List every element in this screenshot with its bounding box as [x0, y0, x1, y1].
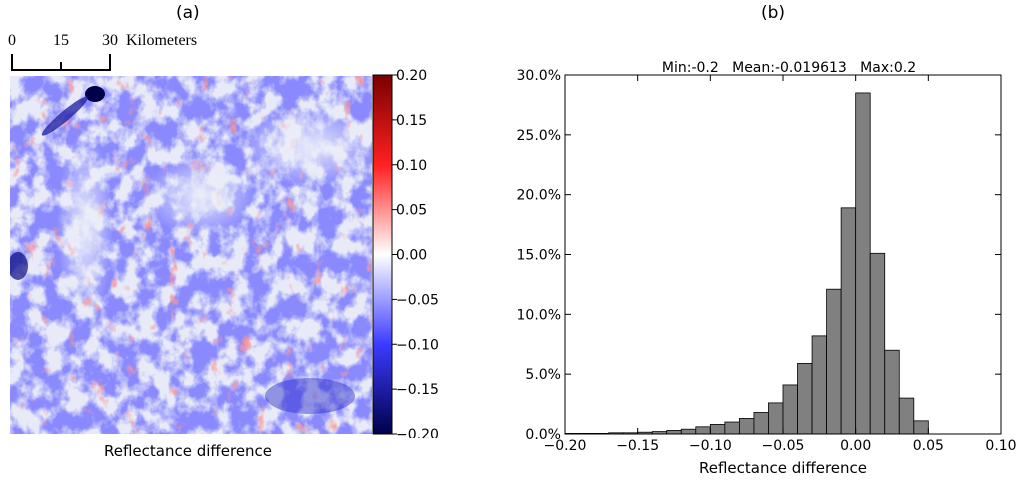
smooth-area-2	[145, 156, 255, 236]
histogram-bar	[680, 428, 697, 435]
colorbar-tick-label: 0.15	[396, 113, 427, 129]
histogram-bar	[753, 412, 769, 435]
histogram-bar	[608, 432, 624, 435]
panel-a-xlabel: Reflectance difference	[104, 442, 273, 460]
histogram-bar	[840, 207, 857, 435]
colorbar-tick-label: 0.05	[396, 203, 427, 219]
scale-bar-unit: Kilometers	[126, 32, 197, 49]
scale-bar-line	[11, 54, 111, 71]
colorbar: 0.20 0.15 0.10 0.05 0.00 −0.05 −0.10 −0.15 −0.20	[372, 68, 439, 438]
histogram-bar	[768, 402, 784, 435]
histogram-bar	[811, 335, 827, 435]
histogram-bar	[709, 424, 726, 435]
histogram-bar	[797, 362, 813, 435]
x-tick-label: 0.00	[840, 438, 871, 454]
difference-map	[10, 76, 372, 434]
histogram-bar	[782, 384, 798, 435]
dark-blue-patch	[85, 86, 105, 102]
y-tick-label: 0.0%	[525, 427, 561, 443]
histogram-bar	[593, 433, 609, 435]
histogram-bar	[869, 252, 886, 435]
panel-b-label: (b)	[761, 3, 786, 23]
smooth-area-1	[57, 131, 113, 321]
x-tick-label: 0.05	[913, 438, 944, 454]
scale-bar: 0 15 30 Kilometers	[8, 32, 197, 71]
histogram-bar	[724, 421, 740, 435]
y-tick-label: 15.0%	[517, 248, 561, 264]
histogram-bar	[651, 431, 668, 435]
histogram-bar	[564, 433, 580, 435]
colorbar-gradient	[372, 74, 393, 435]
x-tick-label: −0.10	[689, 438, 732, 454]
x-tick-label: −0.05	[762, 438, 805, 454]
colorbar-tick-label: 0.00	[396, 248, 427, 264]
histogram-bar	[637, 431, 653, 435]
colorbar-ticks: 0.20 0.15 0.10 0.05 0.00 −0.05 −0.10 −0.15 −0.20	[392, 68, 439, 438]
plot-frame	[564, 74, 1002, 435]
histogram-bar	[898, 397, 915, 435]
colorbar-tick-label: −0.20	[396, 427, 439, 438]
histogram-bar	[622, 432, 639, 435]
histogram-bars	[564, 92, 929, 435]
scale-bar-tick-15: 15	[53, 32, 69, 49]
colorbar-tick-label: 0.10	[396, 158, 427, 174]
scale-bar-tick-0: 0	[8, 32, 16, 49]
smooth-area-3	[240, 106, 372, 186]
scale-bar-tick-30: 30	[102, 32, 118, 49]
y-tick-label: 10.0%	[517, 307, 561, 323]
y-axis: 0.0% 5.0% 10.0% 15.0% 20.0% 25.0% 30.0%	[517, 68, 1001, 443]
x-axis: −0.20 −0.15 −0.10 −0.05 0.00 0.05 0.10	[544, 75, 1017, 454]
histogram-bar	[739, 418, 755, 435]
dark-blue-bottom	[265, 378, 355, 414]
colorbar-tick-label: −0.15	[396, 382, 439, 398]
dark-blue-left	[10, 252, 28, 280]
y-tick-label: 25.0%	[517, 128, 561, 144]
y-tick-label: 5.0%	[525, 367, 561, 383]
chart-title: Min:-0.2 Mean:-0.019613 Max:0.2	[662, 60, 916, 76]
histogram-bar	[855, 92, 871, 435]
colorbar-tick-label: 0.20	[396, 68, 427, 84]
histogram-bar	[579, 433, 595, 435]
x-tick-label: −0.15	[616, 438, 659, 454]
y-tick-label: 20.0%	[517, 188, 561, 204]
x-tick-label: −0.20	[544, 438, 587, 454]
x-axis-label: Reflectance difference	[699, 459, 867, 477]
histogram-bar	[695, 426, 711, 435]
dark-blue-ridge	[41, 96, 89, 136]
histogram-bar	[913, 420, 929, 435]
panel-a-label: (a)	[176, 3, 200, 23]
x-tick-label: 0.10	[985, 438, 1016, 454]
histogram-bar	[826, 288, 842, 435]
colorbar-tick-label: −0.10	[396, 337, 439, 353]
colorbar-tick-label: −0.05	[396, 292, 439, 308]
histogram-bar	[884, 349, 900, 435]
y-tick-label: 30.0%	[517, 68, 561, 84]
histogram-bar	[666, 430, 682, 435]
